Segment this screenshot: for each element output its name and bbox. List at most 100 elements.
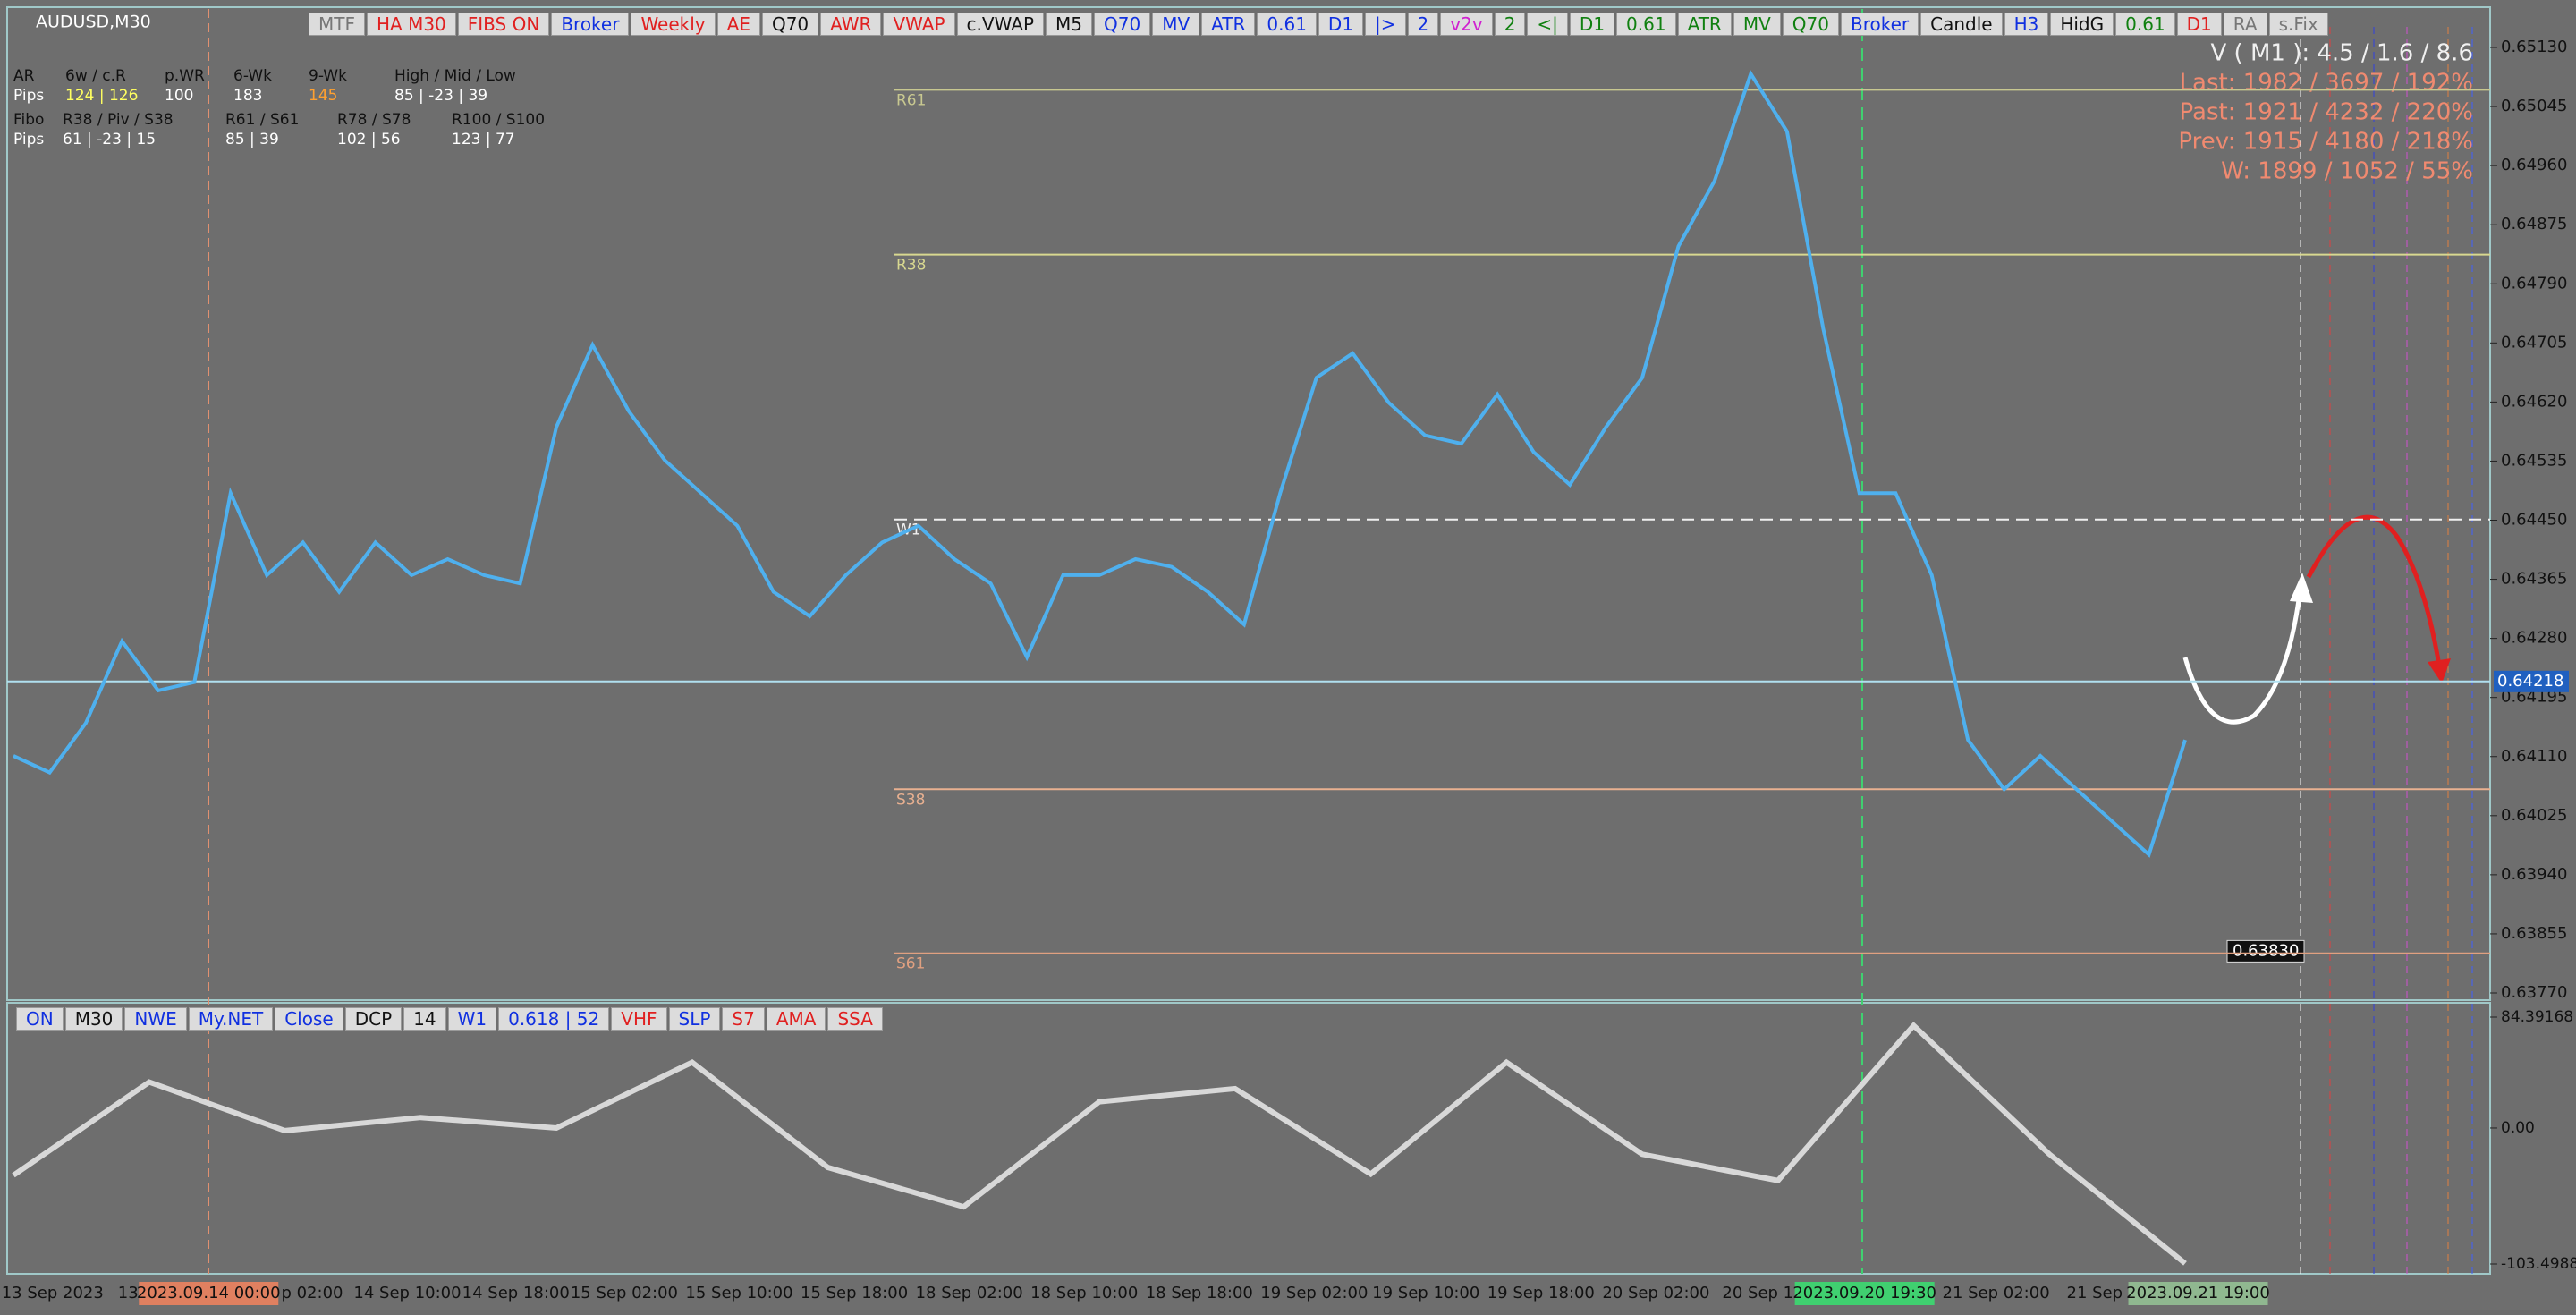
toolbar-button[interactable]: v2v	[1440, 13, 1493, 36]
toolbar-button[interactable]: M30	[64, 1007, 123, 1031]
info-text: Pips	[13, 131, 44, 148]
info-text: 61 | -23 | 15	[63, 131, 156, 148]
toolbar-button[interactable]: 0.61	[1257, 13, 1317, 36]
toolbar-button[interactable]: VWAP	[883, 13, 955, 36]
x-tick-label: 13	[118, 1284, 139, 1302]
y-tick-label: 0.63855	[2501, 924, 2567, 943]
toolbar-button[interactable]: 0.61	[1616, 13, 1676, 36]
toolbar-button[interactable]: H3	[2004, 13, 2049, 36]
x-tick-label: 20 Sep 02:00	[1602, 1284, 1709, 1302]
info-text: 124 | 126	[65, 87, 138, 105]
toolbar-button[interactable]: M5	[1046, 13, 1092, 36]
x-tick-label: 18 Sep 10:00	[1030, 1284, 1138, 1302]
toolbar-button[interactable]: Q70	[1782, 13, 1839, 36]
y-tick-label: 0.64365	[2501, 570, 2567, 589]
x-tick-label: 2023.09.21 19:00	[2126, 1284, 2270, 1302]
indicator-toolbar: ON M30 NWE My.NET Close DCP 14 W1 0.618 | 52 VHF S…	[16, 1007, 883, 1031]
time-highlight	[2128, 1282, 2268, 1305]
info-text: 100	[165, 87, 193, 105]
price-marker: 0.63830	[2233, 941, 2299, 960]
y-tick-label: -103.4988	[2501, 1255, 2576, 1273]
toolbar-button[interactable]: D1	[1318, 13, 1364, 36]
toolbar-button[interactable]: HidG	[2050, 13, 2114, 36]
toolbar-button[interactable]: My.NET	[188, 1007, 274, 1031]
toolbar-button[interactable]: FIBS ON	[457, 13, 550, 36]
info-text: p.WR	[165, 67, 205, 85]
toolbar-button[interactable]: HA M30	[366, 13, 456, 36]
toolbar-button[interactable]: ATR	[1201, 13, 1256, 36]
toolbar-button[interactable]: Q70	[1094, 13, 1151, 36]
info-text: 85 | 39	[225, 131, 279, 148]
info-text: 183	[233, 87, 262, 105]
y-tick-label: 0.64535	[2501, 451, 2567, 470]
stat-line: Past: 1921 / 4232 / 220%	[2180, 99, 2473, 126]
toolbar-button[interactable]: 0.618 | 52	[498, 1007, 610, 1031]
toolbar-button[interactable]: 14	[403, 1007, 446, 1031]
x-tick-label: 20 Sep 1	[1722, 1284, 1793, 1302]
toolbar-button[interactable]: c.VWAP	[956, 13, 1045, 36]
toolbar-button[interactable]: W1	[447, 1007, 497, 1031]
price-line	[13, 69, 2187, 858]
y-tick-label: 0.64960	[2501, 156, 2567, 174]
x-tick-label: 19 Sep 10:00	[1372, 1284, 1479, 1302]
toolbar-button[interactable]: 0.61	[2115, 13, 2175, 36]
y-tick-label: 0.64280	[2501, 629, 2567, 648]
toolbar-button[interactable]: DCP	[344, 1007, 402, 1031]
info-text: R100 / S100	[452, 111, 545, 129]
toolbar-button[interactable]: S7	[722, 1007, 765, 1031]
info-text: R38 / Piv / S38	[63, 111, 174, 129]
y-tick-label: 0.64620	[2501, 392, 2567, 411]
toolbar-button[interactable]: D1	[2176, 13, 2222, 36]
toolbar-button[interactable]: AE	[716, 13, 760, 36]
x-tick-label: p 02:00	[281, 1284, 343, 1302]
price-marker: 0.64218	[2497, 672, 2563, 691]
time-highlight	[1794, 1282, 1935, 1305]
toolbar-button[interactable]: AMA	[766, 1007, 826, 1031]
toolbar-button[interactable]: SLP	[668, 1007, 721, 1031]
toolbar-button[interactable]: AWR	[820, 13, 882, 36]
toolbar-button[interactable]: RA	[2223, 13, 2267, 36]
toolbar-button[interactable]: MV	[1152, 13, 1200, 36]
oscillator-line	[12, 1022, 2187, 1266]
x-tick-label: 15 Sep 10:00	[685, 1284, 792, 1302]
toolbar-button[interactable]: D1	[1569, 13, 1615, 36]
symbol-label: AUDUSD,M30	[36, 13, 151, 32]
y-tick-label: 0.63770	[2501, 983, 2567, 1002]
info-text: Pips	[13, 87, 44, 105]
toolbar-button[interactable]: 2	[1407, 13, 1439, 36]
toolbar-button[interactable]: ON	[16, 1007, 64, 1031]
arrow-head	[2290, 573, 2313, 603]
toolbar-button[interactable]: Q70	[761, 13, 819, 36]
y-tick-label: 0.64790	[2501, 274, 2567, 293]
toolbar-button[interactable]: NWE	[124, 1007, 187, 1031]
stat-line: V ( M1 ): 4.5 / 1.6 / 8.6	[2211, 40, 2474, 67]
info-text: 6w / c.R	[65, 67, 126, 85]
x-tick-label: 13 Sep 2023	[2, 1284, 104, 1302]
info-text: 102 | 56	[337, 131, 401, 148]
toolbar-button[interactable]: VHF	[611, 1007, 667, 1031]
x-tick-label: 15 Sep 02:00	[571, 1284, 678, 1302]
indicator-frame	[6, 1002, 2491, 1275]
x-tick-label: 19 Sep 02:00	[1260, 1284, 1368, 1302]
toolbar-button[interactable]: Broker	[551, 13, 630, 36]
toolbar-button[interactable]: Candle	[1920, 13, 2003, 36]
x-tick-label: 18 Sep 18:00	[1146, 1284, 1253, 1302]
y-tick-label: 0.64025	[2501, 806, 2567, 825]
toolbar-button[interactable]: <|	[1527, 13, 1568, 36]
info-text: High / Mid / Low	[394, 67, 516, 85]
toolbar-button[interactable]: MV	[1733, 13, 1781, 36]
toolbar-button[interactable]: ATR	[1677, 13, 1732, 36]
stat-line: W: 1899 / 1052 / 55%	[2221, 158, 2473, 185]
toolbar-button[interactable]: Close	[275, 1007, 343, 1031]
y-tick-label: 0.64450	[2501, 511, 2567, 530]
x-tick-label: 19 Sep 18:00	[1487, 1284, 1595, 1302]
toolbar-button[interactable]: MTF	[309, 13, 365, 36]
toolbar-button[interactable]: Weekly	[631, 13, 716, 36]
toolbar-button[interactable]: 2	[1494, 13, 1526, 36]
toolbar-button[interactable]: s.Fix	[2268, 13, 2328, 36]
toolbar-button[interactable]: Broker	[1840, 13, 1919, 36]
toolbar-button[interactable]: SSA	[827, 1007, 883, 1031]
toolbar-button[interactable]: |>	[1365, 13, 1406, 36]
